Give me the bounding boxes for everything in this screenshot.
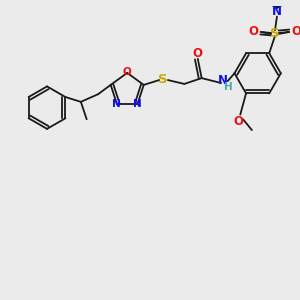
Text: H: H [224,82,233,92]
Text: N: N [133,99,142,109]
Text: N: N [112,99,120,109]
Text: O: O [193,46,203,59]
Text: S: S [158,73,168,85]
Text: O: O [123,67,132,77]
Text: O: O [291,26,300,38]
Text: S: S [270,27,280,40]
Text: O: O [233,115,243,128]
Text: O: O [249,26,259,38]
Text: N: N [272,5,282,18]
Text: N: N [218,74,228,87]
